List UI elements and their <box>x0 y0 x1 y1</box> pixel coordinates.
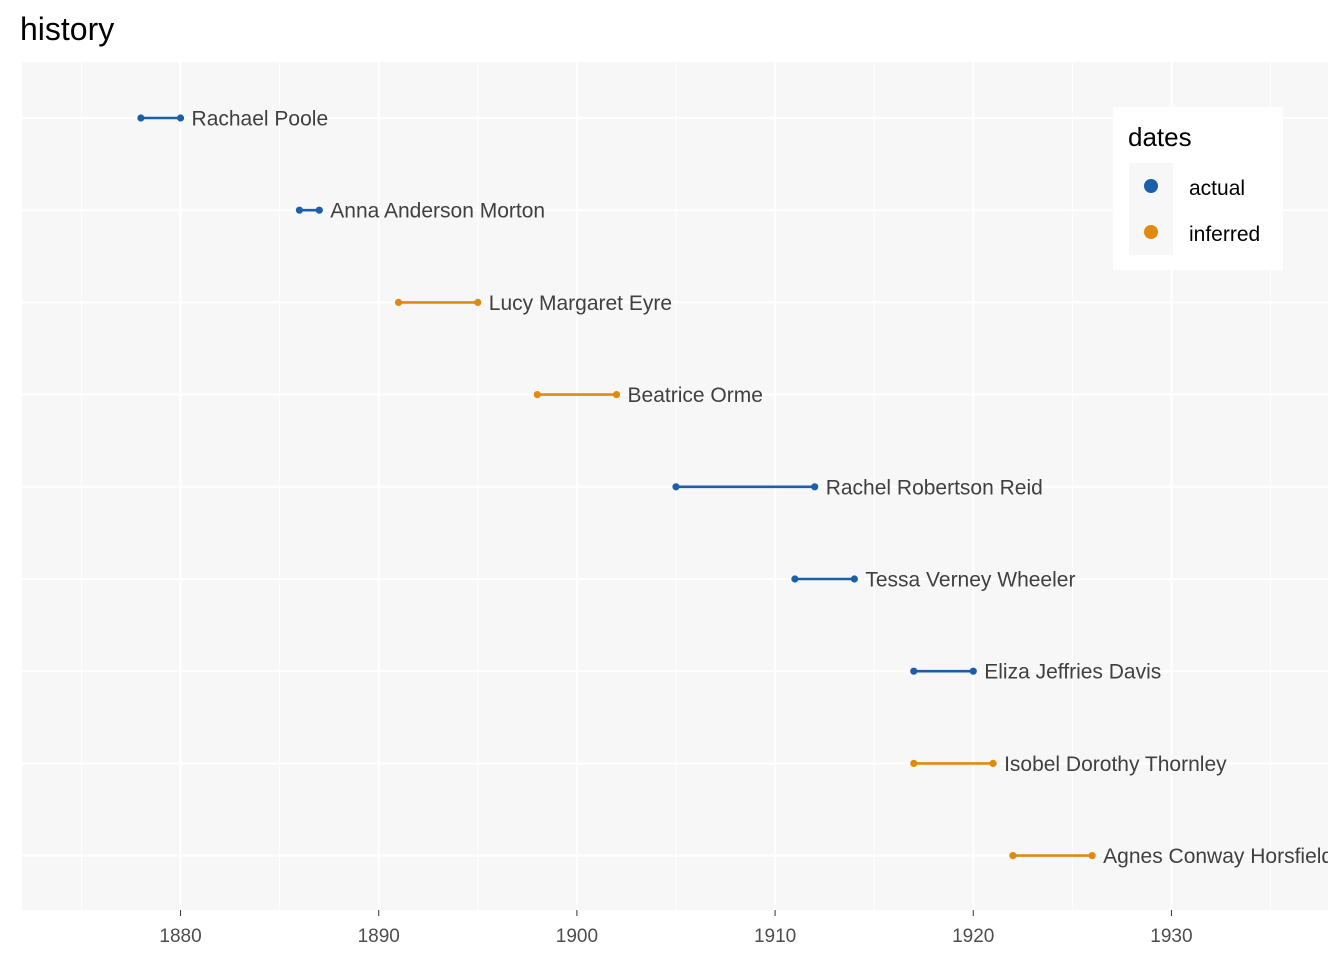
x-tick-label: 1900 <box>556 926 598 947</box>
legend-marker-inferred <box>1144 225 1158 239</box>
x-tick-label: 1880 <box>159 926 201 947</box>
range-label: Isobel Dorothy Thornley <box>1004 753 1227 776</box>
legend-marker-actual <box>1144 179 1158 193</box>
x-tick-label: 1910 <box>754 926 796 947</box>
x-tick-label: 1930 <box>1150 926 1192 947</box>
range-start-point <box>1009 852 1017 860</box>
range-end-point <box>969 667 977 675</box>
range-end-point <box>989 759 997 768</box>
range-start-point <box>672 483 680 491</box>
x-axis-ticks: 1880 1890 1900 1910 1920 1930 <box>159 910 1193 947</box>
range-start-point <box>394 298 403 306</box>
data-marks: Rachael Poole Anna Anderson Morton Lucy Ma… <box>137 108 1333 868</box>
legend-title: dates <box>1128 122 1192 152</box>
range-label: Beatrice Orme <box>628 384 763 407</box>
chart-title: history <box>20 11 114 47</box>
range-start-point <box>791 575 799 583</box>
range-end-point <box>1088 852 1096 860</box>
legend: dates actual inferred <box>1113 107 1283 270</box>
range-end-point <box>811 483 819 491</box>
range-label: Eliza Jeffries Davis <box>984 661 1161 684</box>
range-label: Lucy Margaret Eyre <box>489 292 672 315</box>
range-start-point <box>295 206 304 214</box>
range-label: Tessa Verney Wheeler <box>865 569 1075 592</box>
range-label: Rachael Poole <box>192 108 329 131</box>
range-end-point <box>474 298 482 306</box>
legend-label-inferred: inferred <box>1189 223 1260 246</box>
range-start-point <box>910 667 918 675</box>
range-end-point <box>176 114 185 122</box>
range-start-point <box>137 114 145 122</box>
range-label: Rachel Robertson Reid <box>826 476 1043 499</box>
range-start-point <box>910 759 918 768</box>
range-start-point <box>533 391 541 399</box>
range-label: Anna Anderson Morton <box>330 200 545 223</box>
range-label: Agnes Conway Horsfield <box>1103 845 1333 868</box>
x-tick-label: 1920 <box>952 926 994 947</box>
legend-label-actual: actual <box>1189 177 1245 200</box>
x-tick-label: 1890 <box>358 926 400 947</box>
range-end-point <box>315 206 323 214</box>
range-end-point <box>612 391 621 399</box>
range-end-point <box>850 575 858 583</box>
